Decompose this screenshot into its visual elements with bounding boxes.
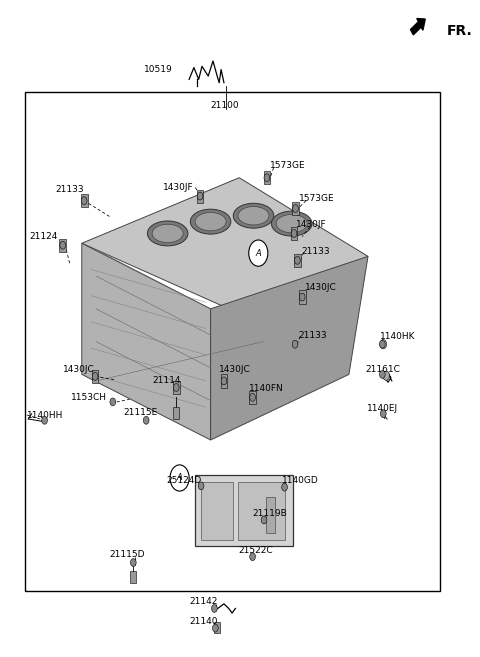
Text: 21115D: 21115D — [109, 550, 145, 559]
Text: 21100: 21100 — [211, 101, 239, 110]
Text: 21115E: 21115E — [124, 408, 158, 417]
Circle shape — [250, 394, 255, 401]
Text: 1430JC: 1430JC — [63, 365, 95, 374]
Text: 21114: 21114 — [152, 376, 181, 386]
FancyArrow shape — [410, 18, 425, 35]
Text: A: A — [177, 474, 182, 482]
Polygon shape — [82, 177, 368, 322]
Circle shape — [295, 256, 300, 264]
Text: 21142: 21142 — [189, 597, 217, 606]
Bar — [195, 476, 293, 546]
Text: 1140FN: 1140FN — [249, 384, 284, 394]
Circle shape — [173, 384, 179, 392]
Bar — [131, 571, 136, 583]
Ellipse shape — [276, 214, 307, 233]
Text: 21133: 21133 — [301, 246, 330, 256]
Circle shape — [60, 241, 66, 249]
Text: A: A — [255, 248, 261, 258]
Circle shape — [380, 371, 385, 378]
Text: 1430JF: 1430JF — [163, 183, 193, 192]
Circle shape — [383, 371, 389, 380]
Bar — [214, 622, 220, 633]
Bar — [81, 194, 87, 207]
Circle shape — [42, 417, 48, 424]
Circle shape — [92, 373, 98, 380]
Circle shape — [81, 196, 87, 204]
Bar — [60, 238, 66, 252]
Circle shape — [380, 340, 386, 349]
Text: 1430JF: 1430JF — [296, 220, 326, 229]
Circle shape — [300, 293, 305, 301]
Text: FR.: FR. — [447, 24, 472, 37]
Circle shape — [292, 340, 298, 348]
Bar — [221, 374, 228, 388]
Text: 1573GE: 1573GE — [270, 162, 306, 170]
Circle shape — [264, 173, 270, 181]
Bar — [292, 202, 299, 215]
Bar — [266, 497, 275, 533]
Text: 1573GE: 1573GE — [299, 194, 335, 203]
Circle shape — [198, 482, 204, 489]
Circle shape — [291, 229, 297, 237]
Circle shape — [250, 553, 255, 560]
Circle shape — [221, 377, 227, 385]
Text: 1430JC: 1430JC — [219, 365, 251, 374]
Polygon shape — [211, 256, 368, 440]
Text: 21161C: 21161C — [366, 365, 400, 374]
Polygon shape — [82, 243, 211, 440]
Text: 1140HK: 1140HK — [380, 332, 416, 341]
Text: 21522C: 21522C — [238, 545, 273, 555]
Bar — [264, 171, 270, 184]
Circle shape — [381, 410, 386, 418]
Circle shape — [213, 624, 218, 632]
Circle shape — [110, 398, 116, 406]
Text: 21124: 21124 — [29, 232, 58, 241]
Bar — [299, 290, 306, 304]
Circle shape — [170, 465, 189, 491]
Bar — [24, 93, 440, 591]
Ellipse shape — [152, 224, 183, 242]
Ellipse shape — [190, 209, 231, 234]
Text: 1140EJ: 1140EJ — [367, 404, 398, 413]
Text: 1140GD: 1140GD — [282, 476, 319, 485]
Text: 21133: 21133 — [299, 330, 327, 340]
Circle shape — [261, 516, 267, 524]
Bar — [291, 227, 298, 240]
Bar — [238, 482, 285, 539]
Circle shape — [131, 558, 136, 566]
Bar — [197, 189, 204, 202]
Text: 1153CH: 1153CH — [72, 393, 108, 402]
Circle shape — [380, 340, 385, 348]
Ellipse shape — [238, 206, 269, 225]
Bar — [249, 391, 256, 404]
Circle shape — [249, 240, 268, 266]
Bar — [173, 381, 180, 394]
Circle shape — [144, 417, 149, 424]
Bar — [294, 254, 301, 267]
Circle shape — [197, 192, 203, 200]
Text: 25124D: 25124D — [167, 476, 202, 485]
Bar — [173, 407, 179, 419]
Circle shape — [282, 484, 288, 491]
Ellipse shape — [147, 221, 188, 246]
Ellipse shape — [233, 203, 274, 228]
Ellipse shape — [271, 211, 312, 236]
Text: 21140: 21140 — [189, 617, 217, 626]
Ellipse shape — [195, 212, 226, 231]
Circle shape — [293, 204, 299, 212]
Text: 21119B: 21119B — [252, 509, 288, 518]
Text: 1430JC: 1430JC — [305, 283, 337, 292]
Bar — [92, 370, 98, 383]
Bar — [201, 482, 233, 539]
Circle shape — [212, 604, 217, 612]
Text: 21133: 21133 — [56, 185, 84, 194]
Text: 10519: 10519 — [144, 65, 172, 74]
Text: 1140HH: 1140HH — [27, 411, 63, 420]
